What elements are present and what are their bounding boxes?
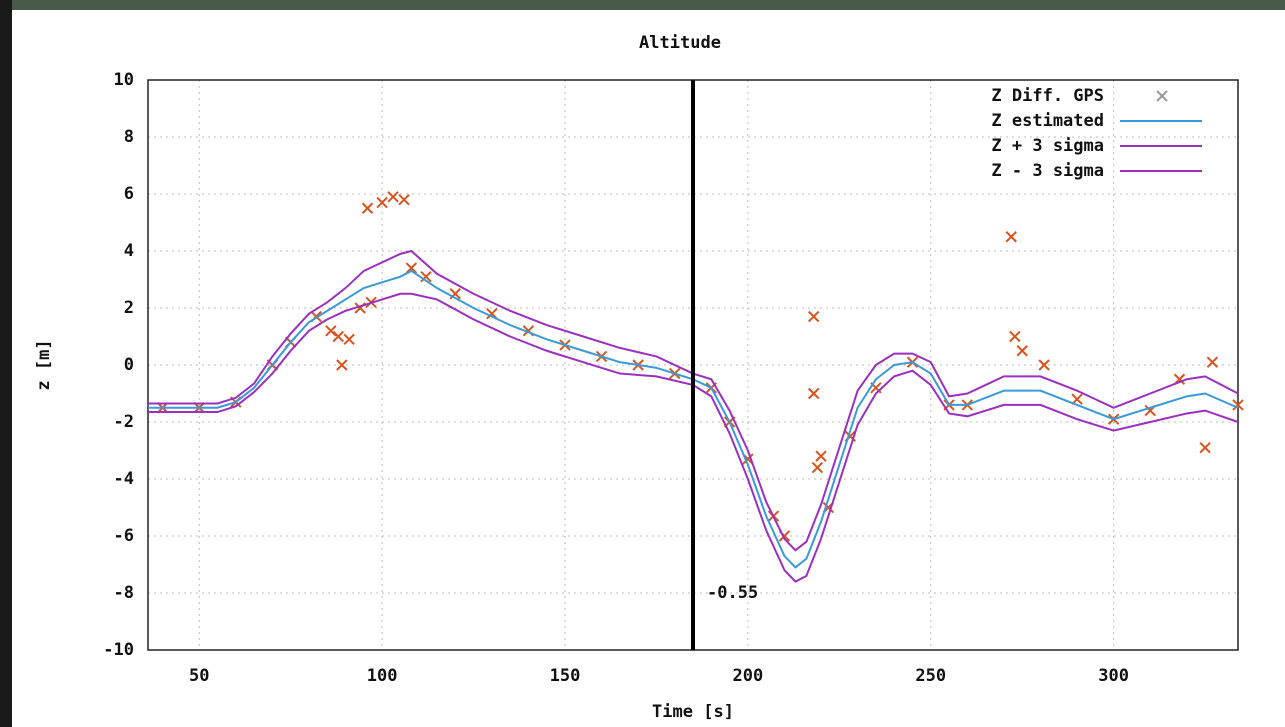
y-tick-label: -8 [114,583,134,603]
chart-title: Altitude [639,33,721,53]
gps-point [361,202,374,214]
y-tick-label: 2 [124,298,134,318]
gps-point [1232,399,1244,411]
gps-point [1199,441,1211,454]
gps-point [336,359,348,371]
gps-point [405,262,418,274]
gps-point [325,325,337,337]
x-tick-label: 100 [367,666,398,686]
gps-point [376,196,388,209]
y-tick-label: 4 [124,241,134,261]
legend-marker [1156,90,1168,102]
x-tick-label: 50 [189,666,209,686]
gps-point [332,330,344,343]
y-tick-label: -2 [114,412,134,432]
x-tick-label: 300 [1098,666,1129,686]
gps-point [1038,359,1050,371]
gps-point [420,270,432,283]
series-line [148,269,1239,569]
legend-label: Z + 3 sigma [991,136,1104,156]
x-tick-label: 200 [733,666,764,686]
gps-point [343,333,355,346]
gps-point [1016,345,1028,357]
top-strip [0,0,1285,10]
gps-point [1206,356,1219,368]
gps-point [811,461,824,474]
gps-point [1009,330,1021,343]
y-tick-label: -4 [114,469,134,489]
series-line [148,292,1239,583]
legend-label: Z - 3 sigma [991,161,1104,181]
gps-point [398,193,410,206]
x-tick-label: 150 [550,666,581,686]
gps-point [387,191,399,203]
x-axis-label: Time [s] [652,702,734,722]
series-line [148,249,1239,552]
gps-point [807,310,820,323]
gps-point [815,450,827,462]
legend-label: Z estimated [991,111,1104,131]
gps-point [1005,231,1017,243]
y-tick-label: -10 [103,640,134,660]
legend-label: Z Diff. GPS [991,86,1104,106]
y-tick-label: -6 [114,526,134,546]
y-axis-label: z [m] [34,339,54,390]
y-tick-label: 8 [124,127,134,147]
y-tick-label: 0 [124,355,134,375]
gps-point [807,387,820,400]
y-tick-label: 6 [124,184,134,204]
annotation: -0.55 [707,583,758,603]
left-border [0,0,12,727]
y-tick-label: 10 [114,70,134,90]
x-tick-label: 250 [915,666,946,686]
